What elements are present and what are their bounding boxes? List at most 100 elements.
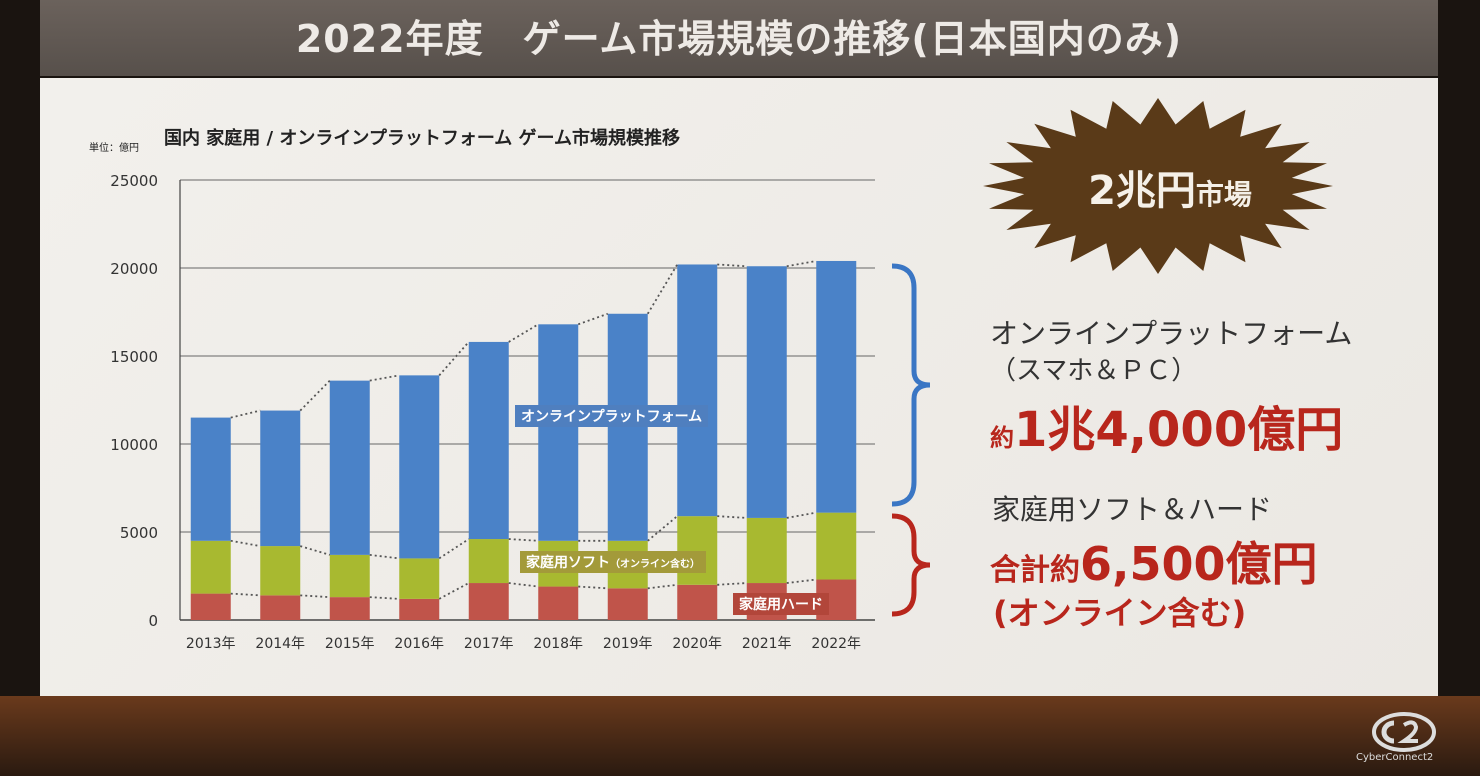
series-connector — [230, 592, 261, 597]
bar-segment — [399, 558, 440, 599]
bar-segment — [607, 588, 648, 620]
online-heading: オンラインプラットフォーム — [990, 317, 1353, 350]
series-connector — [508, 582, 539, 588]
cyberconnect2-logo-icon — [1372, 712, 1436, 752]
series-connector — [786, 511, 817, 519]
series-label-hardware: 家庭用ハード — [733, 593, 829, 615]
bar-segment — [399, 375, 440, 559]
y-tick-label: 5000 — [120, 524, 158, 542]
series-label-software-text: 家庭用ソフト — [526, 555, 610, 571]
y-tick-label: 20000 — [110, 260, 158, 278]
bar-segment — [607, 313, 648, 541]
series-label-software-note: （オンライン含む） — [610, 559, 700, 570]
x-tick-label: 2019年 — [603, 636, 653, 652]
series-connector — [369, 596, 400, 600]
y-tick-label: 0 — [148, 612, 158, 630]
series-label-software: 家庭用ソフト（オンライン含む） — [520, 551, 706, 573]
y-tick-label: 10000 — [110, 436, 158, 454]
bar-segment — [538, 324, 579, 541]
series-connector — [717, 263, 747, 268]
bar-segment — [329, 597, 370, 620]
online-brace — [891, 263, 931, 507]
online-amount: 約1兆4,000億円 — [990, 390, 1343, 460]
series-connector — [369, 374, 400, 382]
bar-segment — [329, 380, 370, 555]
series-connector — [717, 515, 747, 519]
series-connector — [578, 585, 608, 590]
starburst-shape — [983, 98, 1333, 274]
series-connector — [369, 553, 400, 560]
bottom-band — [0, 696, 1480, 776]
series-connector — [717, 582, 747, 586]
x-tick-label: 2014年 — [255, 636, 305, 652]
bar-segment — [677, 516, 718, 585]
series-connector — [299, 545, 331, 556]
home-amount: 合計約6,500億円 — [990, 528, 1318, 594]
series-connector — [646, 264, 679, 315]
series-label-online: オンラインプラットフォーム — [515, 405, 709, 427]
x-tick-label: 2013年 — [186, 636, 236, 652]
bar-segment — [816, 512, 857, 580]
series-connector — [438, 538, 470, 560]
bar-segment — [190, 593, 231, 620]
burst-amount: 2兆円 — [1088, 168, 1196, 214]
series-connector — [230, 409, 261, 419]
bar-segment — [816, 260, 857, 513]
bar-segment — [260, 410, 301, 547]
bar-segment — [538, 586, 579, 620]
x-tick-label: 2016年 — [394, 636, 444, 652]
series-connector — [508, 323, 539, 343]
x-tick-label: 2021年 — [742, 636, 792, 652]
burst-suffix: 市場 — [1195, 178, 1252, 211]
bar-segment — [746, 266, 787, 518]
home-brace — [891, 513, 931, 617]
bar-segment — [746, 517, 787, 584]
x-tick-label: 2017年 — [464, 636, 514, 652]
series-connector — [300, 594, 330, 599]
home-amount-note: (オンライン含む) — [993, 594, 1247, 632]
x-tick-label: 2022年 — [811, 636, 861, 652]
series-connector — [508, 538, 539, 542]
series-connector — [299, 380, 331, 412]
bar-segment — [677, 584, 718, 620]
y-tick-label: 25000 — [110, 172, 158, 190]
series-connector — [230, 539, 261, 547]
y-tick-label: 15000 — [110, 348, 158, 366]
series-connector — [647, 515, 678, 542]
logo-text: CyberConnect2 — [1356, 752, 1434, 763]
x-tick-label: 2020年 — [672, 636, 722, 652]
starburst-badge — [983, 98, 1333, 274]
home-amount-prefix: 合計約 — [990, 553, 1080, 588]
bar-segment — [677, 264, 718, 517]
series-connector — [438, 582, 470, 600]
series-label-online-text: オンラインプラットフォーム — [521, 409, 703, 425]
bar-segment — [260, 546, 301, 596]
series-connector — [577, 312, 609, 326]
bar-segment — [190, 540, 231, 594]
bar-segment — [260, 595, 301, 620]
bar-segment — [468, 583, 509, 620]
online-amount-prefix: 約 — [990, 424, 1014, 452]
unit-label: 単位：億円 — [89, 143, 139, 154]
online-subheading: （スマホ＆ＰＣ） — [990, 356, 1198, 386]
bar-segment — [468, 341, 509, 540]
title-bar: 2022年度 ゲーム市場規模の推移(日本国内のみ) — [40, 0, 1438, 76]
series-connector — [438, 341, 470, 376]
series-connector — [786, 260, 817, 268]
series-connector — [647, 583, 678, 590]
online-amount-value: 1兆4,000億円 — [1014, 402, 1344, 458]
bar-segment — [399, 598, 440, 620]
chart-title: 国内 家庭用 / オンラインプラットフォーム ゲーム市場規模推移 — [164, 128, 681, 149]
home-amount-value: 6,500億円 — [1080, 537, 1318, 591]
burst-text: 2兆円市場 — [1040, 158, 1300, 216]
bar-segment — [468, 539, 509, 584]
slide-title: 2022年度 ゲーム市場規模の推移(日本国内のみ) — [295, 17, 1183, 61]
bar-segment — [190, 417, 231, 541]
home-heading: 家庭用ソフト＆ハード — [992, 493, 1273, 526]
series-connector — [786, 578, 817, 584]
x-tick-label: 2018年 — [533, 636, 583, 652]
bar-segment — [329, 554, 370, 598]
series-label-hardware-text: 家庭用ハード — [739, 597, 823, 613]
x-tick-label: 2015年 — [325, 636, 375, 652]
